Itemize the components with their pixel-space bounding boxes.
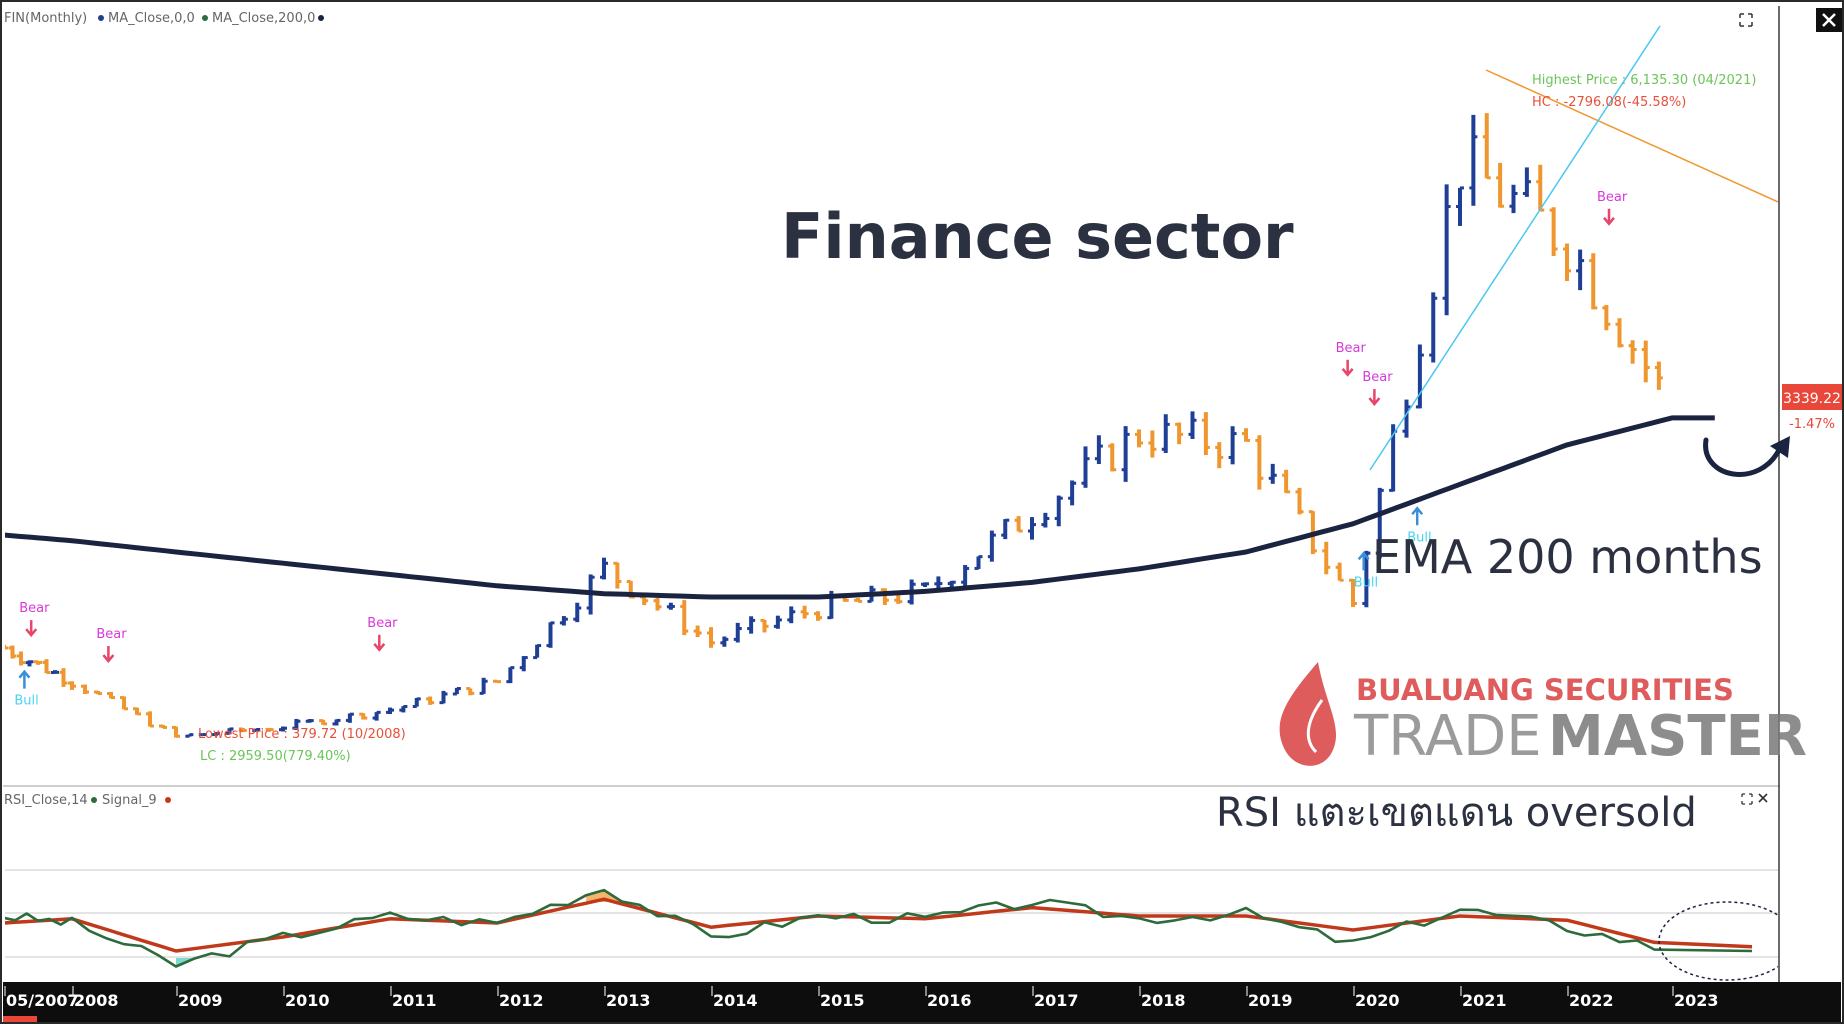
bear-arrow-icon xyxy=(373,634,386,652)
bear-arrow-icon xyxy=(25,620,38,638)
rsi-line xyxy=(5,888,1753,968)
brand-master: MASTER xyxy=(1548,704,1807,769)
x-tick-label: 2013 xyxy=(606,991,651,1010)
legend-dot xyxy=(318,15,324,21)
lc-label: LC : 2959.50(779.40%) xyxy=(200,749,351,764)
close-icon[interactable] xyxy=(1816,8,1842,32)
ema-label: EMA 200 months xyxy=(1372,530,1763,584)
bear-arrow-icon xyxy=(1368,389,1381,407)
x-tick-label: 2010 xyxy=(285,991,330,1010)
bull-arrow-icon xyxy=(1357,551,1370,571)
ma200-legend-dot xyxy=(202,15,208,21)
x-tick-label: 2011 xyxy=(392,991,437,1010)
resistance-trendline xyxy=(1485,69,1778,203)
signal-line xyxy=(5,897,1753,953)
rsi-close-icon[interactable] xyxy=(1758,793,1768,803)
x-tick-label: 2014 xyxy=(713,991,758,1010)
signal-legend-dot xyxy=(165,797,171,803)
tradermaster-logo: BUALUANG SECURITIES TRADE MASTER xyxy=(1279,662,1807,769)
bear-label: Bear xyxy=(1597,190,1628,205)
rsi-maximize-icon[interactable] xyxy=(1741,793,1753,805)
bear-label: Bear xyxy=(96,627,127,642)
rsi-legend-dot xyxy=(91,797,97,803)
bear-arrow-icon xyxy=(1603,208,1615,226)
x-tick-label: 2008 xyxy=(74,991,119,1010)
scroll-indicator[interactable] xyxy=(3,1016,37,1022)
brand-trade: TRADE xyxy=(1353,704,1542,769)
bull-arrow-icon xyxy=(1411,506,1424,526)
bear-arrow-icon xyxy=(1341,359,1354,377)
x-tick-label: 2009 xyxy=(178,991,223,1010)
bear-label: Bear xyxy=(1336,341,1367,356)
signal-markers: Bear Bull Bear Bear Bear Bear Bull Bull Bear xyxy=(14,190,1627,709)
bear-label: Bear xyxy=(1362,370,1393,385)
maximize-icon[interactable] xyxy=(1739,13,1753,27)
rsi-caption: RSI แตะเขตแดน oversold xyxy=(1216,790,1697,836)
x-tick-label: 2019 xyxy=(1248,991,1293,1010)
hc-label: HC : -2796.08(-45.58%) xyxy=(1532,95,1686,110)
bounce-arrow-icon xyxy=(1703,436,1790,477)
bear-label: Bear xyxy=(19,601,50,616)
x-tick-label: 2020 xyxy=(1355,991,1400,1010)
rsi-legend: RSI_Close,14 xyxy=(4,793,88,808)
x-tick-label: 2023 xyxy=(1674,991,1719,1010)
x-tick-label: 2016 xyxy=(927,991,972,1010)
last-price-value: 3339.22 xyxy=(1783,391,1841,407)
bull-arrow-icon xyxy=(18,669,31,689)
x-tick-label: 2017 xyxy=(1034,991,1079,1010)
x-tick-label: 2021 xyxy=(1462,991,1507,1010)
lowest-price-label: Lowest Price : 379.72 (10/2008) xyxy=(198,727,406,742)
highest-price-label: Highest Price : 6,135.30 (04/2021) xyxy=(1532,73,1756,88)
x-tick-label: 2022 xyxy=(1569,991,1614,1010)
x-tick-label: 2018 xyxy=(1141,991,1186,1010)
x-axis xyxy=(3,982,1841,1022)
x-tick-label: 2015 xyxy=(820,991,865,1010)
oversold-highlight-circle xyxy=(1658,901,1778,981)
x-tick-label: 2012 xyxy=(499,991,544,1010)
chart-title: Finance sector xyxy=(781,200,1294,273)
rsi-zone-fills xyxy=(176,890,622,967)
last-price-change: -1.47% xyxy=(1789,417,1835,432)
bull-label: Bull xyxy=(1407,530,1431,545)
bear-arrow-icon xyxy=(102,646,115,664)
support-trendline xyxy=(1369,25,1661,471)
ma0-legend-dot xyxy=(98,15,104,21)
ema-200-line xyxy=(5,415,1715,600)
bear-label: Bear xyxy=(367,616,398,631)
bull-label: Bull xyxy=(14,694,38,709)
signal-legend: Signal_9 xyxy=(102,793,157,808)
bull-label: Bull xyxy=(1354,575,1378,590)
ma0-legend: MA_Close,0,0 xyxy=(108,11,195,26)
brand-top: BUALUANG SECURITIES xyxy=(1356,673,1734,707)
last-price-tag xyxy=(1782,384,1842,410)
price-bars xyxy=(5,113,1663,738)
ma200-legend: MA_Close,200,0 xyxy=(212,11,315,26)
price-legend: FIN(Monthly) xyxy=(4,11,87,26)
x-tick-label: 05/2007 xyxy=(6,991,79,1010)
